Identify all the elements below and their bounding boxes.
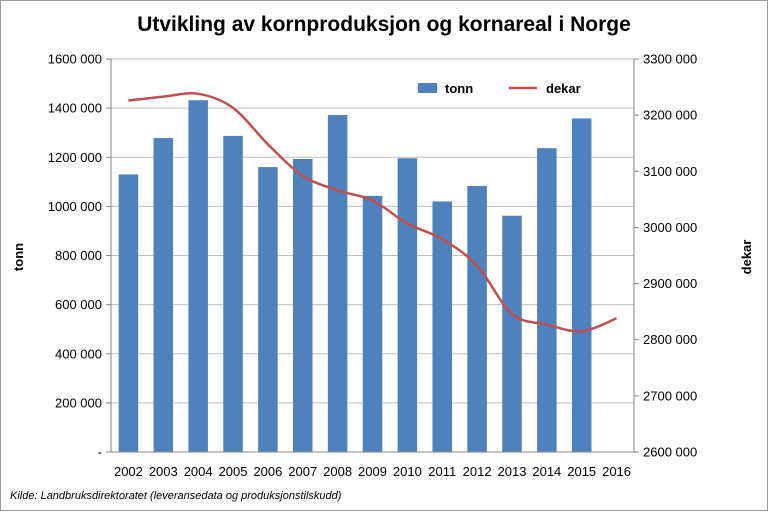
x-tick-label: 2010 xyxy=(393,464,422,479)
x-tick-label: 2009 xyxy=(358,464,387,479)
x-tick-label: 2014 xyxy=(532,464,561,479)
bar xyxy=(188,100,208,452)
x-tick-label: 2011 xyxy=(428,464,456,479)
x-tick-label: 2013 xyxy=(498,464,527,479)
bar-series-tonn xyxy=(118,100,592,453)
right-tick-label: 2600 000 xyxy=(643,445,697,460)
line-path xyxy=(128,92,618,333)
left-tick-label: 200 000 xyxy=(55,395,102,410)
right-axis-title: dekar xyxy=(739,240,754,275)
legend-swatch-tonn xyxy=(418,83,437,93)
bar xyxy=(293,158,313,453)
bar xyxy=(537,148,557,453)
left-tick-label: - xyxy=(98,445,102,460)
bar xyxy=(467,185,487,452)
x-tick-label: 2002 xyxy=(114,464,143,479)
right-tick-label: 2700 000 xyxy=(643,388,697,403)
right-tick-label: 3100 000 xyxy=(643,164,697,179)
bar xyxy=(571,118,592,452)
left-tick-label: 400 000 xyxy=(55,346,102,361)
right-tick-label: 2900 000 xyxy=(643,276,697,291)
x-tick-label: 2006 xyxy=(253,464,282,479)
left-tick-label: 600 000 xyxy=(55,297,102,312)
bar xyxy=(258,167,278,452)
x-tick-label: 2004 xyxy=(184,464,213,479)
line-series-dekar xyxy=(128,92,618,333)
left-tick-label: 1200 000 xyxy=(48,150,102,165)
chart-title: Utvikling av kornproduksjon og kornareal… xyxy=(137,13,631,36)
right-tick-label: 3200 000 xyxy=(643,108,697,123)
bar xyxy=(327,115,348,452)
bar xyxy=(223,135,243,453)
legend: tonn dekar xyxy=(418,81,581,96)
right-tick-label: 3300 000 xyxy=(643,52,697,67)
x-tick-label: 2012 xyxy=(463,464,492,479)
x-tick-label: 2007 xyxy=(288,464,317,479)
source-note: Kilde: Landbruksdirektoratet (leveransed… xyxy=(10,490,342,502)
x-axis-ticks: 2002 2003 2004 2005 2006 2007 2008 2009 2010 2011… xyxy=(114,464,631,479)
left-tick-label: 1600 000 xyxy=(48,52,102,67)
bar xyxy=(432,201,452,452)
left-axis-title: tonn xyxy=(11,243,26,271)
legend-label-tonn: tonn xyxy=(445,81,473,96)
x-tick-label: 2016 xyxy=(602,464,631,479)
right-axis-ticks: 2600 000 2700 000 2800 000 2900 000 3000 000… xyxy=(634,52,697,460)
left-tick-label: 1000 000 xyxy=(48,199,102,214)
left-tick-label: 1400 000 xyxy=(48,101,102,116)
x-tick-label: 2015 xyxy=(567,464,596,479)
x-tick-label: 2008 xyxy=(323,464,352,479)
left-tick-label: 800 000 xyxy=(55,248,102,263)
bar xyxy=(153,138,174,452)
left-axis-ticks: - 200 000 400 000 600 000 800 000 1000 000 120… xyxy=(48,52,111,460)
x-tick-label: 2003 xyxy=(149,464,178,479)
bar xyxy=(118,174,139,452)
bar xyxy=(397,158,418,453)
bar xyxy=(362,195,383,453)
right-tick-label: 3000 000 xyxy=(643,220,697,235)
x-tick-label: 2005 xyxy=(219,464,248,479)
bar xyxy=(502,215,522,452)
legend-label-dekar: dekar xyxy=(546,81,581,96)
right-tick-label: 2800 000 xyxy=(643,332,697,347)
